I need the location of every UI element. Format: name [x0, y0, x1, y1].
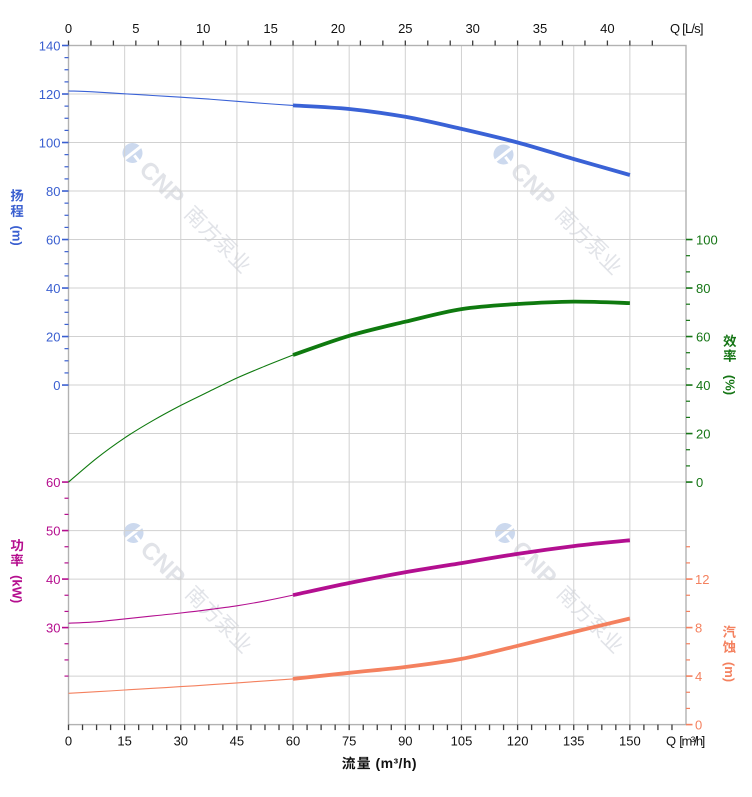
svg-text:15: 15	[263, 21, 277, 36]
svg-text:20: 20	[46, 330, 60, 345]
svg-text:25: 25	[398, 21, 412, 36]
svg-text:100: 100	[696, 233, 718, 248]
svg-text:30: 30	[174, 734, 188, 749]
svg-text:75: 75	[342, 734, 356, 749]
svg-text:135: 135	[563, 734, 585, 749]
svg-text:105: 105	[451, 734, 473, 749]
svg-text:60: 60	[286, 734, 300, 749]
svg-text:(m): (m)	[9, 225, 24, 245]
svg-text:10: 10	[196, 21, 210, 36]
svg-text:80: 80	[46, 184, 60, 199]
svg-text:20: 20	[331, 21, 345, 36]
svg-text:80: 80	[696, 281, 710, 296]
svg-text:40: 40	[600, 21, 614, 36]
svg-text:8: 8	[695, 621, 702, 636]
svg-text:120: 120	[507, 734, 529, 749]
svg-text:40: 40	[46, 572, 60, 587]
svg-text:(m): (m)	[722, 662, 737, 682]
svg-text:120: 120	[39, 87, 61, 102]
svg-text:150: 150	[619, 734, 641, 749]
svg-text:60: 60	[46, 475, 60, 490]
svg-text:30: 30	[46, 621, 60, 636]
svg-text:(%): (%)	[722, 375, 737, 395]
svg-text:[m³/h]: [m³/h]	[679, 734, 705, 749]
svg-text:40: 40	[46, 281, 60, 296]
svg-text:0: 0	[65, 21, 72, 36]
svg-text:15: 15	[117, 734, 131, 749]
svg-text:50: 50	[46, 524, 60, 539]
svg-text:20: 20	[696, 427, 710, 442]
svg-text:(kW): (kW)	[9, 575, 24, 603]
svg-text:(m³/h): (m³/h)	[376, 755, 417, 771]
svg-text:40: 40	[696, 378, 710, 393]
svg-text:45: 45	[230, 734, 244, 749]
svg-text:60: 60	[46, 233, 60, 248]
svg-text:5: 5	[132, 21, 139, 36]
svg-text:90: 90	[398, 734, 412, 749]
svg-text:140: 140	[39, 39, 61, 54]
svg-text:4: 4	[695, 669, 702, 684]
svg-text:Q [L/s]: Q [L/s]	[670, 21, 704, 36]
svg-text:0: 0	[696, 475, 703, 490]
svg-text:12: 12	[695, 572, 709, 587]
svg-text:100: 100	[39, 136, 61, 151]
svg-text:0: 0	[695, 718, 702, 733]
svg-text:30: 30	[465, 21, 479, 36]
svg-text:0: 0	[53, 378, 60, 393]
svg-text:60: 60	[696, 330, 710, 345]
svg-text:35: 35	[533, 21, 547, 36]
svg-text:0: 0	[65, 734, 72, 749]
svg-text:Q: Q	[666, 734, 676, 749]
